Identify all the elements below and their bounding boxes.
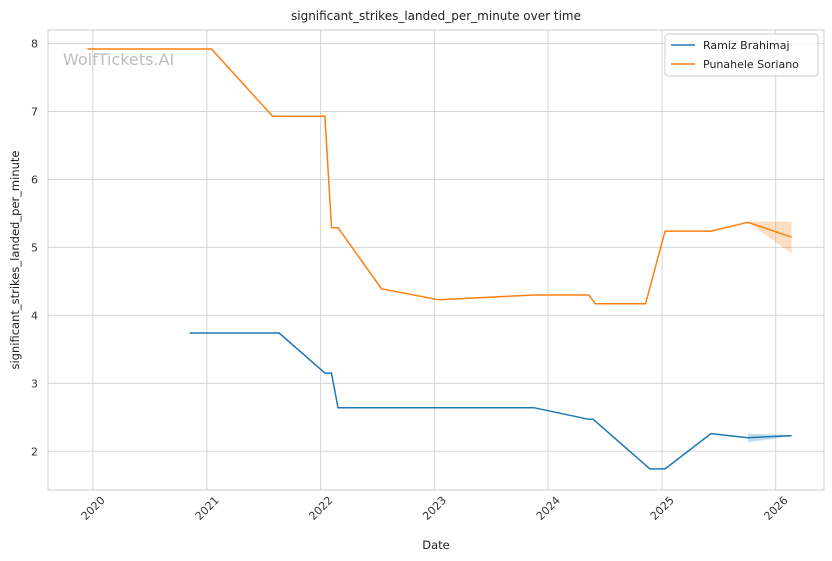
y-tick-label: 8 <box>31 38 38 51</box>
x-tick-label: 2020 <box>79 494 108 523</box>
chart-title: significant_strikes_landed_per_minute ov… <box>291 9 581 23</box>
y-tick-label: 6 <box>31 173 38 186</box>
x-tick-label: 2022 <box>306 494 335 523</box>
x-axis-label: Date <box>422 538 450 552</box>
y-axis-ticks: 2 3 4 5 6 7 8 <box>31 38 38 459</box>
x-axis-ticks: 2020 2021 2022 2023 2024 2025 2026 <box>79 494 791 523</box>
watermark: WolfTickets.AI <box>63 50 174 69</box>
x-tick-label: 2025 <box>648 494 677 523</box>
y-axis-label: significant_strikes_landed_per_minute <box>8 151 22 370</box>
x-tick-label: 2024 <box>534 494 563 523</box>
y-tick-label: 4 <box>31 309 38 322</box>
y-tick-label: 3 <box>31 377 38 390</box>
x-tick-label: 2026 <box>762 494 791 523</box>
x-tick-label: 2023 <box>420 494 449 523</box>
legend-box <box>664 33 819 77</box>
series-line-punahele-soriano <box>87 48 792 305</box>
legend: Ramiz Brahimaj Punahele Soriano <box>664 33 819 77</box>
legend-label-punahele-soriano: Punahele Soriano <box>703 58 799 71</box>
x-tick-label: 2021 <box>193 494 222 523</box>
band-punahele-soriano <box>748 221 792 254</box>
y-tick-label: 5 <box>31 241 38 254</box>
series-line-ramiz-brahimaj <box>189 332 792 470</box>
plot-frame <box>47 29 825 491</box>
plot-background <box>48 30 824 490</box>
y-tick-label: 2 <box>31 445 38 458</box>
legend-label-ramiz-brahimaj: Ramiz Brahimaj <box>703 39 790 52</box>
y-tick-label: 7 <box>31 106 38 119</box>
series-lines <box>87 48 792 470</box>
